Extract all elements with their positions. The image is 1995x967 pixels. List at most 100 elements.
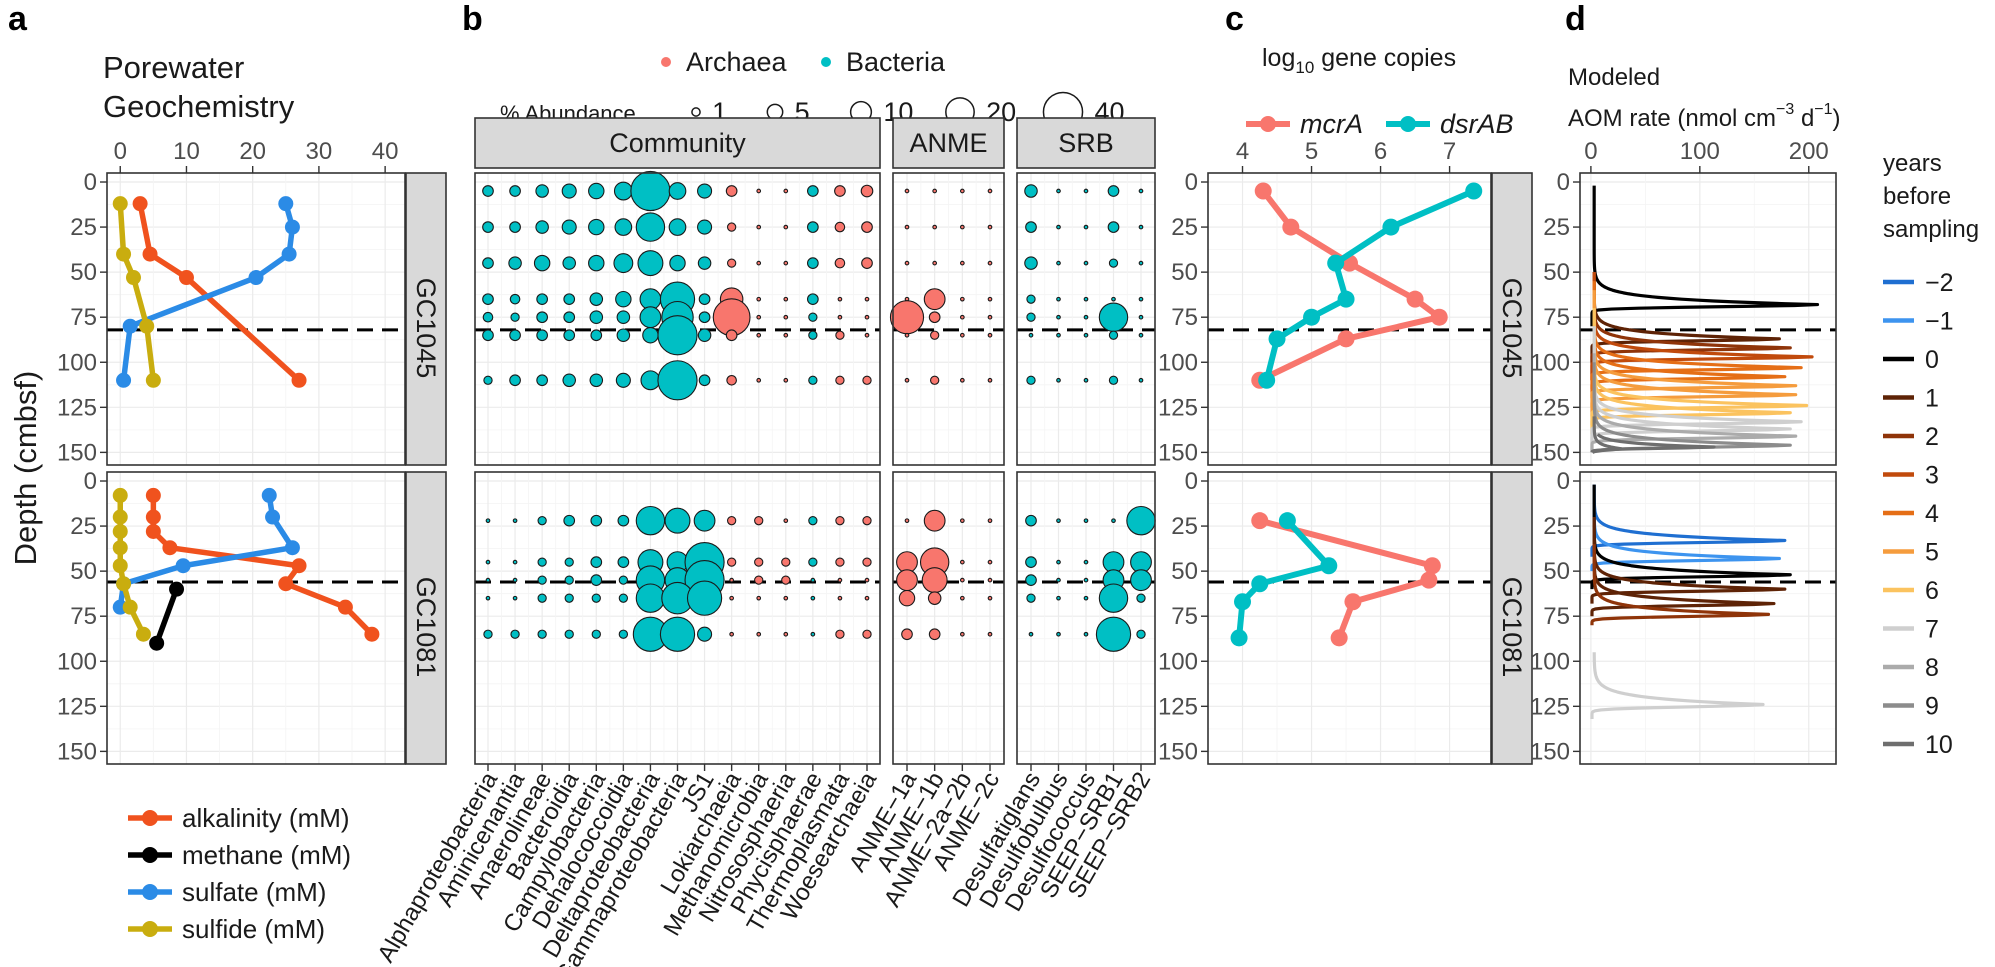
aom-profile-year-7 <box>1590 651 1765 720</box>
panel-d-title-line2: AOM rate (nmol cm−3 d−1) <box>1568 101 1841 132</box>
y-tick-label: 75 <box>70 603 97 630</box>
abundance-bubble <box>987 314 993 320</box>
abundance-bubble <box>697 183 713 199</box>
abundance-bubble <box>783 224 789 230</box>
panel-c-strip-1: GC1081 <box>1491 471 1533 765</box>
abundance-bubble <box>698 311 711 324</box>
abundance-bubble <box>564 629 574 639</box>
panel-d-frame <box>1579 471 1837 765</box>
data-point-alkalinity <box>337 599 353 615</box>
abundance-bubble <box>901 628 913 641</box>
legend-year-label: 0 <box>1925 346 1939 374</box>
data-point-dsrAB <box>1382 218 1400 236</box>
abundance-bubble <box>959 314 965 320</box>
y-tick-label: 125 <box>1158 693 1198 720</box>
abundance-bubble <box>904 332 910 338</box>
abundance-bubble <box>1025 574 1037 586</box>
abundance-bubble <box>987 224 993 230</box>
panel-a-strip-1: GC1081 <box>405 471 447 765</box>
abundance-bubble <box>987 631 993 637</box>
abundance-bubble <box>617 556 630 568</box>
abundance-bubble <box>959 188 965 194</box>
abundance-bubble <box>509 329 521 342</box>
y-tick-label: 0 <box>1185 468 1198 495</box>
data-point-sulfate <box>175 558 191 574</box>
abundance-bubble <box>1056 314 1061 320</box>
panel-b-frame <box>474 172 881 466</box>
abundance-bubble <box>510 629 520 639</box>
abundance-bubble <box>987 260 993 266</box>
legend-archaea-label: Archaea <box>686 47 788 77</box>
abundance-bubble <box>1126 505 1156 536</box>
abundance-bubble <box>697 328 712 342</box>
abundance-bubble <box>1025 514 1037 527</box>
abundance-bubble <box>508 256 522 270</box>
abundance-bubble <box>591 629 601 639</box>
abundance-bubble <box>756 188 762 194</box>
data-point-alkalinity <box>291 372 307 388</box>
abundance-bubble <box>588 254 605 272</box>
y-tick-label: 100 <box>1158 648 1198 675</box>
abundance-bubble <box>659 616 696 652</box>
abundance-bubble <box>482 311 494 323</box>
y-tick-label: 0 <box>84 468 97 495</box>
data-point-dsrAB <box>1251 575 1269 593</box>
abundance-bubble <box>635 505 666 536</box>
abundance-bubble <box>563 329 576 342</box>
abundance-bubble <box>959 260 965 266</box>
abundance-bubble <box>588 218 605 236</box>
y-tick-label: 150 <box>1158 738 1198 765</box>
data-point-dsrAB <box>1337 290 1355 308</box>
data-point-sulfate <box>248 270 264 286</box>
abundance-bubble <box>1136 593 1146 603</box>
abundance-bubble <box>725 329 738 342</box>
panel-a-strip-0: GC1045 <box>405 172 447 466</box>
data-point-sulfate <box>284 219 300 235</box>
abundance-bubble <box>837 577 843 583</box>
abundance-bubble <box>482 221 494 233</box>
data-point-mcrA <box>1430 308 1448 326</box>
data-point-sulfide <box>112 487 128 503</box>
x-tick-label: 10 <box>173 138 200 165</box>
y-tick-label: 25 <box>70 214 97 241</box>
abundance-bubble <box>668 218 687 236</box>
abundance-bubble <box>987 188 993 194</box>
y-tick-label: 0 <box>1557 468 1570 495</box>
abundance-bubble <box>1083 224 1089 230</box>
x-tick-label: 0 <box>1584 138 1597 165</box>
abundance-bubble <box>783 296 789 302</box>
abundance-bubble <box>588 182 605 200</box>
abundance-bubble <box>959 296 965 302</box>
panel-a-x-axis: 0 10 20 30 40 <box>114 138 398 173</box>
legend-dsrab-label: dsrAB <box>1440 109 1514 139</box>
abundance-bubble <box>810 577 816 583</box>
abundance-bubble <box>1026 294 1036 304</box>
y-tick-label: 100 <box>1158 349 1198 376</box>
abundance-bubble <box>613 253 634 274</box>
abundance-bubble <box>1056 595 1061 601</box>
legend-methane-label: methane (mM) <box>182 840 351 870</box>
abundance-bubble <box>862 375 872 385</box>
panel-b-frame <box>892 172 1005 466</box>
panel-c-frame <box>1207 172 1492 466</box>
abundance-bubble <box>563 514 576 527</box>
abundance-bubble <box>756 260 762 266</box>
abundance-bubble <box>835 516 845 526</box>
data-point-alkalinity <box>178 270 194 286</box>
panel-b-community-facet-1 <box>474 471 881 765</box>
abundance-bubble <box>1108 258 1119 268</box>
abundance-bubble <box>864 314 870 320</box>
abundance-bubble <box>563 293 576 306</box>
panel-a-frame <box>106 172 406 466</box>
abundance-bubble <box>482 293 494 306</box>
panel-b-facet-strip-2: SRB <box>1016 117 1156 169</box>
abundance-bubble <box>959 332 965 338</box>
abundance-bubble <box>590 514 603 527</box>
y-tick-label: 75 <box>70 304 97 331</box>
data-point-sulfide <box>145 372 161 388</box>
data-point-sulfide <box>112 509 128 525</box>
data-point-sulfate <box>261 487 277 503</box>
facet-strip-label: GC1045 <box>1497 278 1527 379</box>
y-tick-label: 75 <box>1171 304 1198 331</box>
abundance-bubble <box>959 518 965 524</box>
